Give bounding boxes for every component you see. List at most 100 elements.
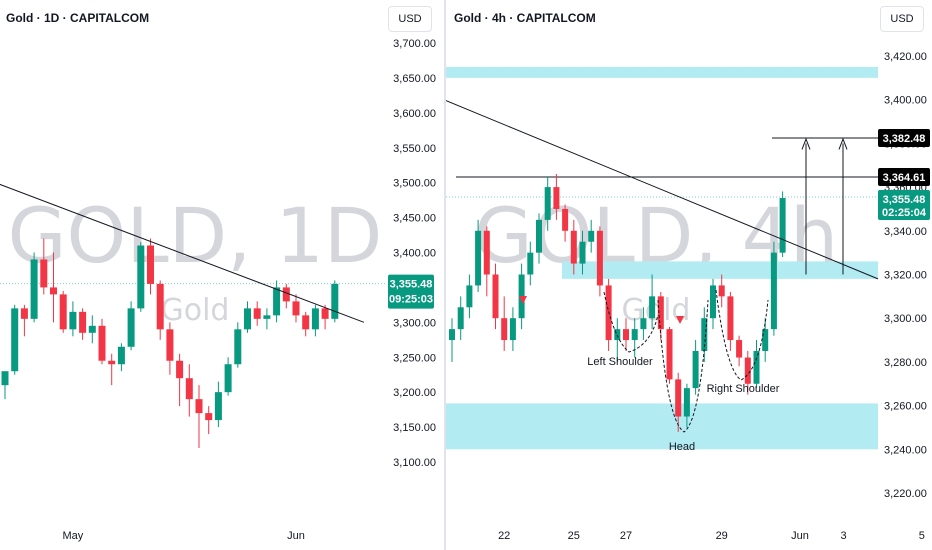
- four-hour-candle-body[interactable]: [762, 329, 769, 351]
- daily-trendline[interactable]: [0, 183, 365, 323]
- four-hour-candle-body[interactable]: [509, 318, 516, 341]
- four-hour-candle-body[interactable]: [623, 329, 629, 341]
- daily-candle-body[interactable]: [205, 413, 213, 421]
- daily-candle-body[interactable]: [50, 287, 57, 295]
- four-hour-chart-panel[interactable]: GOLD, 4h Gold Left Shoulder Head Right Shoul…: [446, 0, 932, 550]
- four-hour-zone[interactable]: [446, 66, 878, 78]
- four-hour-candle-body[interactable]: [779, 198, 786, 253]
- four-hour-zone[interactable]: [446, 403, 878, 450]
- four-hour-currency-button[interactable]: USD: [880, 6, 924, 32]
- four-hour-candle-body[interactable]: [492, 274, 499, 319]
- four-hour-candle-body[interactable]: [640, 318, 647, 330]
- four-hour-candle-body[interactable]: [701, 318, 708, 351]
- daily-candle-body[interactable]: [244, 308, 251, 330]
- daily-candle-body[interactable]: [282, 287, 290, 302]
- four-hour-candle-body[interactable]: [770, 252, 777, 330]
- four-hour-price-tag: [878, 189, 930, 220]
- four-hour-zone[interactable]: [562, 261, 878, 279]
- daily-candle-body[interactable]: [224, 364, 232, 393]
- four-hour-candle-body[interactable]: [466, 285, 473, 308]
- down-marker-icon: [676, 316, 684, 324]
- four-hour-candle-body[interactable]: [449, 329, 455, 341]
- daily-candle-body[interactable]: [331, 283, 339, 319]
- daily-candle-body[interactable]: [137, 245, 145, 309]
- four-hour-candle-body[interactable]: [718, 285, 725, 297]
- four-hour-candle-body[interactable]: [744, 357, 751, 384]
- daily-candle-body[interactable]: [30, 259, 38, 319]
- four-hour-trendline[interactable]: [446, 100, 879, 280]
- four-hour-candle-body[interactable]: [692, 350, 699, 389]
- four-hour-candle-body[interactable]: [457, 307, 464, 330]
- daily-candle-body[interactable]: [59, 294, 67, 330]
- four-hour-candle-body[interactable]: [475, 230, 482, 286]
- daily-candle-body[interactable]: [1, 371, 9, 386]
- daily-chart-canvas[interactable]: GOLD, 1D Gold 3,355.48 09:25:03 May Jun: [0, 0, 446, 550]
- four-hour-countdown: 02:25:04: [882, 207, 927, 219]
- four-hour-x-tick-label: 3: [840, 530, 846, 542]
- four-hour-candle-body[interactable]: [727, 296, 734, 341]
- daily-currency-button[interactable]: USD: [388, 6, 432, 32]
- left-shoulder-label: Left Shoulder: [587, 356, 653, 368]
- four-hour-candle-body[interactable]: [710, 285, 716, 319]
- four-hour-candle-body[interactable]: [553, 187, 560, 209]
- four-hour-candle-body[interactable]: [649, 296, 656, 319]
- four-hour-candle-body[interactable]: [570, 230, 577, 264]
- daily-candle-body[interactable]: [98, 325, 106, 361]
- four-hour-candle-body[interactable]: [614, 329, 621, 341]
- daily-y-tick-label: 3,250.00: [393, 352, 436, 364]
- four-hour-y-tick-label: 3,280.00: [884, 357, 927, 369]
- four-hour-candle-body[interactable]: [666, 329, 673, 380]
- daily-candle-body[interactable]: [147, 245, 154, 284]
- level-price-tag: [878, 168, 930, 187]
- four-hour-candle-body[interactable]: [753, 350, 760, 384]
- four-hour-candle-body[interactable]: [527, 252, 534, 275]
- four-hour-candle-body[interactable]: [736, 340, 743, 358]
- four-hour-candle-body[interactable]: [588, 230, 595, 242]
- daily-candle-body[interactable]: [185, 378, 193, 400]
- daily-candle-body[interactable]: [108, 360, 116, 365]
- four-hour-candle-body[interactable]: [657, 296, 664, 330]
- daily-candle-body[interactable]: [156, 283, 164, 330]
- daily-x-tick-label: Jun: [287, 530, 305, 542]
- four-hour-candle-body[interactable]: [483, 230, 490, 275]
- daily-price-tag-value: 3,355.48: [390, 279, 433, 291]
- daily-price-axis[interactable]: 3,700.00 3,650.00 3,600.00 3,550.00 3,500.00…: [378, 0, 448, 550]
- four-hour-candle-body[interactable]: [631, 329, 638, 341]
- daily-candle-body[interactable]: [311, 308, 319, 330]
- four-hour-candle-body[interactable]: [683, 388, 690, 417]
- daily-candle-body[interactable]: [40, 259, 48, 288]
- four-hour-candle-body[interactable]: [596, 230, 603, 286]
- daily-candle-body[interactable]: [127, 308, 135, 347]
- daily-candle-body[interactable]: [321, 308, 329, 319]
- daily-candle-body[interactable]: [234, 329, 242, 365]
- panel-divider[interactable]: [444, 0, 446, 550]
- four-hour-candle-body[interactable]: [562, 208, 569, 231]
- daily-candle-body[interactable]: [263, 315, 271, 319]
- daily-watermark: GOLD, 1D: [8, 191, 383, 280]
- daily-chart-panel[interactable]: GOLD, 1D Gold 3,355.48 09:25:03 May Jun Gold …: [0, 0, 446, 550]
- daily-candle-body[interactable]: [117, 346, 125, 365]
- four-hour-candle-body[interactable]: [675, 379, 682, 417]
- four-hour-candle-body[interactable]: [579, 241, 586, 264]
- target-arrow-head: [801, 137, 811, 150]
- daily-price-tag: [388, 274, 434, 309]
- daily-candle-body[interactable]: [11, 308, 19, 372]
- daily-candle-body[interactable]: [166, 329, 174, 361]
- four-hour-candle-body[interactable]: [501, 318, 508, 341]
- daily-candle-body[interactable]: [20, 308, 28, 319]
- daily-candle-body[interactable]: [69, 311, 77, 330]
- daily-candle-body[interactable]: [214, 392, 222, 421]
- daily-candle-body[interactable]: [195, 399, 203, 414]
- daily-y-tick-label: 3,200.00: [393, 387, 436, 399]
- daily-candle-body[interactable]: [273, 287, 281, 316]
- down-marker-icon: [519, 296, 527, 304]
- daily-candle-body[interactable]: [176, 360, 184, 379]
- four-hour-candle-body[interactable]: [536, 219, 542, 253]
- four-hour-candle-body[interactable]: [544, 187, 551, 220]
- daily-candle-body[interactable]: [79, 311, 87, 333]
- daily-candle-body[interactable]: [88, 325, 96, 333]
- daily-candle-body[interactable]: [253, 308, 261, 319]
- daily-candle-body[interactable]: [292, 301, 300, 316]
- daily-candle-body[interactable]: [302, 315, 310, 330]
